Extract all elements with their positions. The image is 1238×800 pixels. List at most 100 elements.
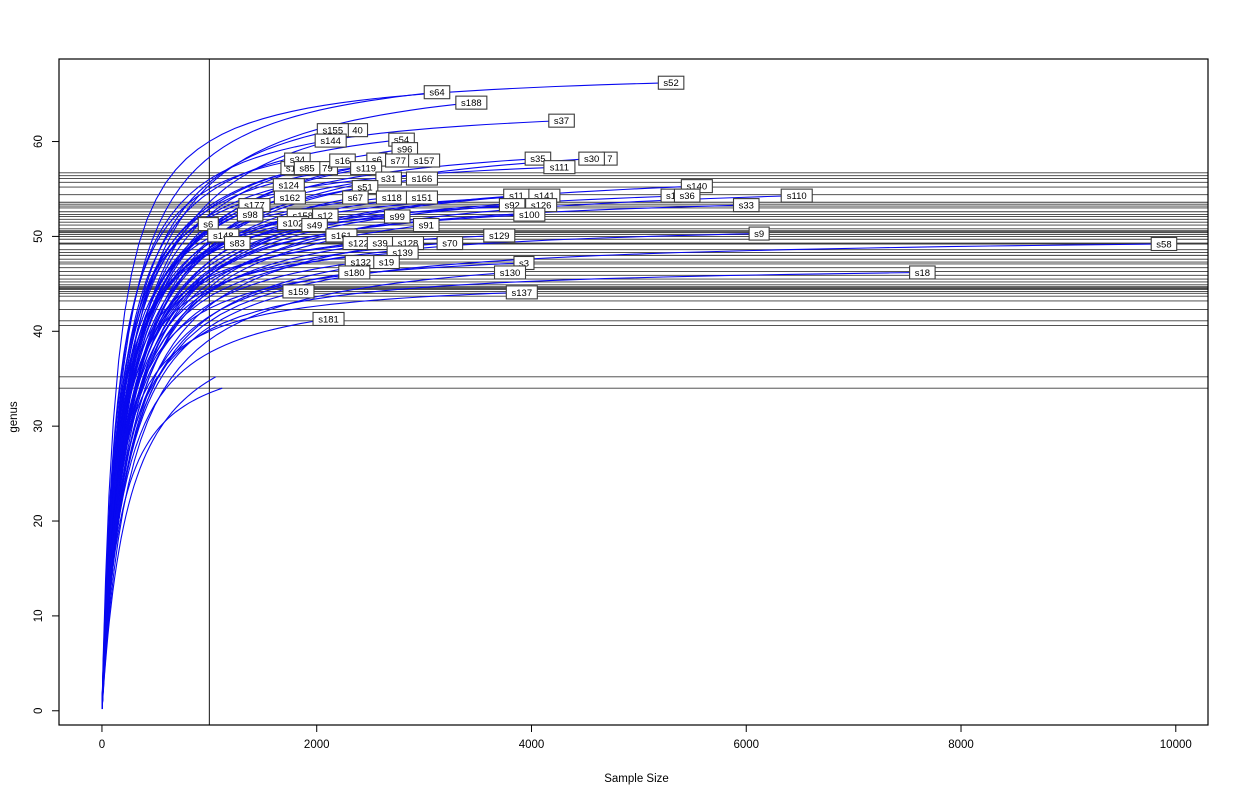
curve-label-s16-text: s16 (335, 156, 350, 167)
curve-label-s166-box (405, 171, 439, 186)
curve-label-s124-text: s124 (278, 181, 299, 192)
curve-label-s16-box (329, 153, 356, 168)
curve-label-s37-text: s37 (554, 116, 569, 127)
x-tick-label: 0 (99, 739, 105, 751)
curve-label-s181-text: s181 (318, 314, 339, 325)
curve-label-s102-text: s102 (283, 219, 304, 230)
curve-label-s64-box (423, 85, 451, 100)
rarefaction-curve-s9 (101, 233, 760, 709)
curve-label-s19-box (373, 254, 400, 270)
curve-label-s51-text: s51 (357, 182, 372, 193)
x-tick-label: 8000 (948, 739, 974, 751)
curve-label-s151-text: s151 (412, 193, 433, 204)
curve-label-s159-text: s159 (288, 287, 309, 298)
curve-label-s11-text: s11 (509, 191, 524, 202)
curve-label-s67-box (342, 190, 369, 205)
curve-label-s33-text: s33 (739, 201, 754, 212)
rarefaction-curve (101, 376, 217, 710)
curve-label-s122-text: s122 (348, 238, 369, 249)
curve-label-s111-box (543, 160, 576, 175)
curve-label-s129-box (483, 228, 516, 243)
curve-label-s35-text: s35 (530, 154, 545, 165)
y-tick-label: 60 (33, 135, 45, 148)
curve-label-s3-text: s3 (519, 258, 529, 269)
curve-label-s100-text: s100 (519, 210, 540, 221)
curve-label-s155-text: s155 (323, 126, 344, 137)
curve-label-s139-text: s139 (392, 248, 413, 259)
curve-label-s6-text: s6 (203, 219, 213, 230)
curve-label-s180-text: s180 (344, 268, 365, 279)
curve-label-s181-box (312, 311, 345, 326)
curve-label-s159-box (282, 284, 315, 299)
x-tick-label: 10000 (1160, 739, 1192, 751)
rarefaction-curve-s132 (101, 261, 361, 709)
curve-label-s9-box (748, 226, 770, 241)
curve-label-s9-text: s9 (754, 229, 764, 240)
y-tick-label: 0 (33, 708, 45, 714)
curve-label-s141-text: s141 (534, 191, 555, 202)
rarefaction-curve-s36 (101, 195, 688, 709)
curve-label-s33-box (732, 198, 760, 213)
curve-label-s151-box (405, 190, 439, 205)
curve-label-s30-text: s30 (584, 154, 599, 165)
curve-label-s111-text: s111 (550, 163, 569, 174)
rarefaction-curve-s137 (101, 291, 522, 708)
curve-label-s83-box (223, 236, 251, 251)
rarefaction-curve-s37 (101, 120, 562, 707)
curve-label-s64-text: s64 (429, 88, 444, 99)
curve-label-s98-text: s98 (242, 210, 257, 221)
rarefaction-curve-s91 (101, 224, 427, 709)
rarefaction-curve-s111 (101, 166, 560, 707)
curve-label-s34-text: s34 (290, 155, 305, 166)
curve-label-s137-text: s137 (512, 288, 533, 299)
curve-group (101, 82, 1165, 710)
curve-label-s49-text: s49 (307, 220, 322, 231)
rarefaction-curve-s122 (101, 242, 359, 708)
curve-label-s110-box (780, 188, 813, 203)
curve-label-s39-text: s39 (372, 238, 387, 249)
curve-label-s70-text: s70 (442, 238, 457, 249)
curve-label-s67-text: s67 (348, 193, 363, 204)
hidden-curve-label-text: s6 (372, 155, 382, 166)
curve-label-s180-box (338, 265, 371, 280)
curve-label-s85-box (293, 161, 321, 176)
curve-label-s130-box (493, 265, 527, 280)
curve-label-s83-text: s83 (230, 238, 245, 249)
curve-label-s118-text: s118 (382, 193, 402, 204)
y-tick-label: 10 (33, 609, 45, 622)
hidden-curve-label-text: s1 (666, 191, 676, 202)
curve-label-s37-box (548, 113, 575, 128)
y-tick-label: 30 (33, 420, 45, 433)
curve-label-s119-text: s119 (356, 164, 376, 175)
y-tick-label: 40 (33, 325, 45, 338)
y-tick-label: 20 (33, 515, 45, 528)
curve-label-s18-text: s18 (915, 268, 930, 279)
curve-label-s31-text: s31 (381, 174, 396, 185)
x-axis-title: Sample Size (604, 773, 669, 785)
rarefaction-curve-s139 (101, 251, 403, 708)
curve-label-s100-box (513, 207, 546, 222)
curve-label-s85-text: s85 (299, 164, 314, 175)
curve-label-s188-box (455, 95, 488, 110)
curve-label-s144-text: s144 (320, 136, 341, 147)
curve-label-s30-box (578, 151, 605, 166)
curve-label-s177-text: s177 (244, 201, 265, 212)
hidden-curve-label-text: 40 (352, 126, 363, 137)
rarefaction-curve-s58 (101, 243, 1165, 709)
curve-label-s98-box (236, 207, 264, 222)
rarefaction-curve-s130 (101, 271, 511, 710)
plot-frame (58, 58, 1209, 726)
curve-label-s157-box (408, 153, 441, 168)
curve-label-s12-text: s12 (318, 211, 333, 222)
rarefaction-curve-s3 (101, 262, 525, 708)
curve-label-s188-text: s188 (461, 98, 482, 109)
rarefaction-curve-s34 (101, 159, 298, 707)
rarefaction-curve (101, 387, 223, 709)
curve-label-s161-text: s161 (331, 231, 352, 242)
curve-label-s18-box (909, 265, 936, 280)
x-tick-label: 6000 (733, 739, 759, 751)
curve-label-s137-box (505, 285, 538, 300)
rarefaction-curve-s52 (101, 82, 672, 706)
curve-label-s31-box (375, 171, 402, 186)
curve-label-s91-text: s91 (419, 220, 434, 231)
